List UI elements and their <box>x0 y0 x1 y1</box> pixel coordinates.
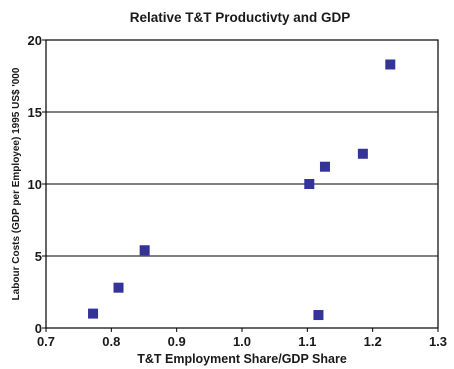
data-points <box>88 59 396 321</box>
y-tick-label-4: 20 <box>28 33 42 48</box>
data-point-1 <box>113 282 124 293</box>
y-tick-label-1: 5 <box>35 249 42 264</box>
y-tick-label-0: 0 <box>35 321 42 336</box>
y-axis-ticks: 0 5 10 15 20 <box>28 33 46 336</box>
chart-title: Relative T&T Productivty and GDP <box>130 10 351 25</box>
x-tick-label-3: 1.0 <box>233 334 251 349</box>
x-tick-label-1: 0.8 <box>102 334 120 349</box>
x-tick-label-4: 1.1 <box>298 334 316 349</box>
x-tick-label-2: 0.9 <box>168 334 186 349</box>
data-point-3 <box>304 179 315 189</box>
grid-lines <box>46 111 438 257</box>
y-axis-title: Labour Costs (GDP per Employee) 1995 US$… <box>11 67 22 300</box>
y-tick-label-3: 15 <box>28 105 42 120</box>
data-point-2 <box>139 245 150 256</box>
x-tick-label-0: 0.7 <box>37 334 55 349</box>
x-axis-ticks: 0.7 0.8 0.9 1.0 1.1 1.2 1.3 <box>37 328 447 349</box>
x-tick-label-6: 1.3 <box>429 334 447 349</box>
data-point-4 <box>313 310 324 321</box>
x-axis-title: T&T Employment Share/GDP Share <box>137 352 347 366</box>
x-tick-label-5: 1.2 <box>364 334 382 349</box>
data-point-7 <box>385 59 396 70</box>
data-point-6 <box>357 148 368 159</box>
y-tick-label-2: 10 <box>28 177 42 192</box>
data-point-0 <box>88 308 99 319</box>
data-point-5 <box>319 161 330 172</box>
